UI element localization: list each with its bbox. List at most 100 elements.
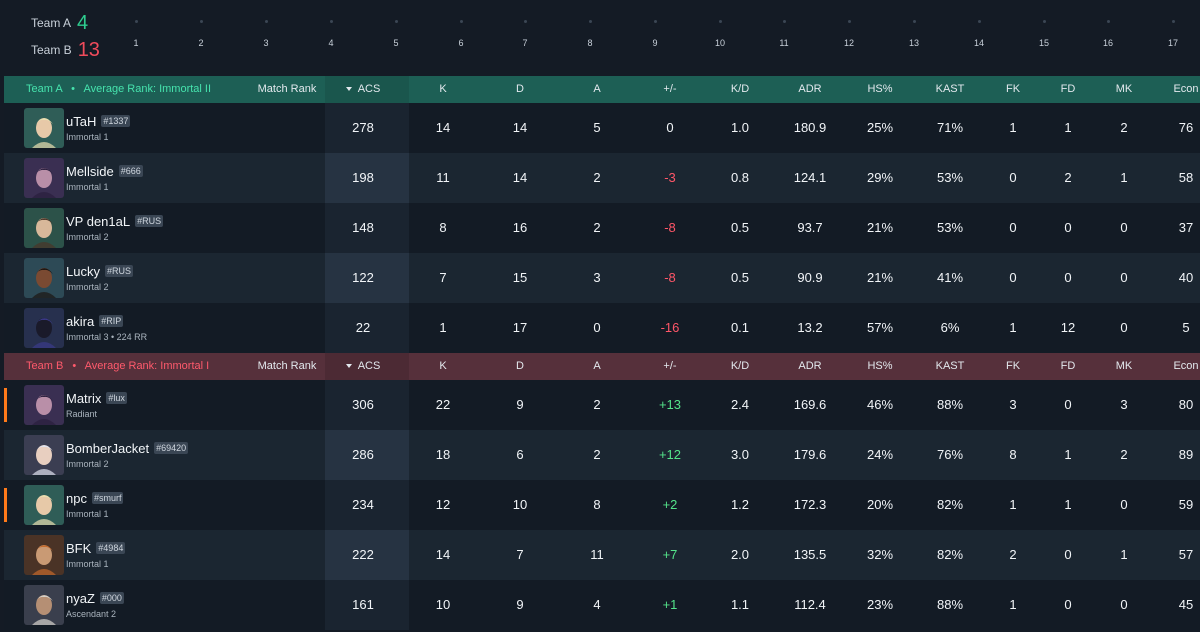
column-header-k[interactable]: K: [418, 76, 468, 103]
stat-mk: 2: [1120, 447, 1128, 462]
player-name[interactable]: Lucky: [66, 263, 100, 279]
column-header-mk[interactable]: MK: [1099, 353, 1149, 380]
column-header-fk[interactable]: FK: [988, 76, 1038, 103]
column-header-fd[interactable]: FD: [1043, 76, 1093, 103]
player-name[interactable]: Mellside: [66, 163, 114, 179]
column-header-pm[interactable]: +/-: [640, 76, 700, 103]
round-12[interactable]: 12: [829, 20, 869, 48]
column-header-adr[interactable]: ADR: [780, 353, 840, 380]
player-name[interactable]: uTaH: [66, 113, 97, 129]
stat-adr: 13.2: [797, 320, 823, 335]
column-header-econ[interactable]: Econ: [1161, 76, 1200, 103]
player-name-group[interactable]: akira #RIP: [66, 312, 124, 330]
round-13[interactable]: 13: [894, 20, 934, 48]
column-header-econ[interactable]: Econ: [1161, 353, 1200, 380]
player-row[interactable]: Lucky #RUS Immortal 2 122 7 15 3 -8 0.5 90.9 21% 41…: [4, 253, 1200, 303]
player-name-group[interactable]: BFK #4984: [66, 539, 126, 557]
column-header-hs[interactable]: HS%: [850, 353, 910, 380]
column-header-a[interactable]: A: [572, 353, 622, 380]
column-header-kast[interactable]: KAST: [920, 353, 980, 380]
stat-d: 10: [512, 497, 528, 512]
round-9[interactable]: 9: [635, 20, 675, 48]
round-6[interactable]: 6: [441, 20, 481, 48]
round-8[interactable]: 8: [570, 20, 610, 48]
player-name[interactable]: VP den1aL: [66, 213, 131, 229]
round-result-dot: [264, 20, 268, 23]
stat-hs: 24%: [866, 447, 894, 462]
round-5[interactable]: 5: [376, 20, 416, 48]
round-10[interactable]: 10: [700, 20, 740, 48]
round-15[interactable]: 15: [1024, 20, 1064, 48]
player-row[interactable]: Matrix #lux Radiant 306 22 9 2 +13 2.4 169.6 46% 88…: [4, 380, 1200, 430]
round-result-dot: [588, 20, 592, 23]
column-header-fd[interactable]: FD: [1043, 353, 1093, 380]
stat-kd: 3.0: [730, 447, 750, 462]
player-name[interactable]: BFK: [66, 540, 92, 556]
column-header-a[interactable]: A: [572, 76, 622, 103]
player-name-group[interactable]: npc #smurf: [66, 489, 124, 507]
player-row[interactable]: npc #smurf Immortal 1 234 12 10 8 +2 1.2 172.3 20%…: [4, 480, 1200, 530]
stat-fk: 1: [1009, 597, 1017, 612]
round-result-dot: [459, 20, 463, 23]
player-name[interactable]: Matrix: [66, 390, 102, 406]
team-a-average-rank: Team A • Average Rank: Immortal II: [26, 76, 211, 103]
player-name[interactable]: nyaZ: [66, 590, 95, 606]
stat-acs: 161: [352, 597, 374, 612]
column-header-acs[interactable]: ACS: [321, 353, 405, 380]
player-name-group[interactable]: nyaZ #000: [66, 589, 124, 607]
column-header-fk[interactable]: FK: [988, 353, 1038, 380]
column-header-mk[interactable]: MK: [1099, 76, 1149, 103]
round-timeline: Team A 4 Team B 13 1 2 3 4 5 6 7 8 9 10 11 12 13 14 15…: [0, 0, 1200, 76]
player-row[interactable]: uTaH #1337 Immortal 1 278 14 14 5 0 1.0 180.9 25% 7…: [4, 103, 1200, 153]
round-11[interactable]: 11: [764, 20, 804, 48]
column-header-label: HS%: [867, 360, 893, 372]
player-name-group[interactable]: BomberJacket #69420: [66, 439, 189, 457]
round-7[interactable]: 7: [505, 20, 545, 48]
player-row[interactable]: nyaZ #000 Ascendant 2 161 10 9 4 +1 1.1 112.4 23% 8…: [4, 580, 1200, 630]
stat-fd: 0: [1064, 547, 1072, 562]
column-header-k[interactable]: K: [418, 353, 468, 380]
player-name-group[interactable]: Mellside #666: [66, 162, 143, 180]
column-header-acs[interactable]: ACS: [321, 76, 405, 103]
stat-pm: -8: [664, 270, 676, 285]
round-1[interactable]: 1: [116, 20, 156, 48]
player-row[interactable]: BFK #4984 Immortal 1 222 14 7 11 +7 2.0 135.5 32% 8…: [4, 530, 1200, 580]
column-header-kd[interactable]: K/D: [710, 76, 770, 103]
team-a-label: Team A: [31, 16, 72, 30]
player-row[interactable]: Mellside #666 Immortal 1 198 11 14 2 -3 0.8 124.1…: [4, 153, 1200, 203]
stat-adr: 180.9: [793, 120, 827, 135]
column-header-label: FD: [1060, 360, 1076, 372]
player-row[interactable]: VP den1aL #RUS Immortal 2 148 8 16 2 -8 0.5 93.7 2…: [4, 203, 1200, 253]
column-header-kd[interactable]: K/D: [710, 353, 770, 380]
round-4[interactable]: 4: [311, 20, 351, 48]
player-tag: #000: [99, 592, 124, 604]
player-name-group[interactable]: Matrix #lux: [66, 389, 127, 407]
column-header-adr[interactable]: ADR: [780, 76, 840, 103]
player-row[interactable]: BomberJacket #69420 Immortal 2 286 18 6 2 +12 3.…: [4, 430, 1200, 480]
column-header-kast[interactable]: KAST: [920, 76, 980, 103]
player-rank: Immortal 1: [66, 559, 109, 569]
player-tag: #RUS: [135, 215, 164, 227]
column-header-pm[interactable]: +/-: [640, 353, 700, 380]
team-b-average-rank: Team B • Average Rank: Immortal I: [26, 353, 209, 380]
round-17[interactable]: 17: [1153, 20, 1193, 48]
column-header-hs[interactable]: HS%: [850, 76, 910, 103]
player-name-group[interactable]: Lucky #RUS: [66, 262, 133, 280]
player-row[interactable]: akira #RIP Immortal 3 • 224 RR 22 1 17 0 -16 0.1…: [4, 303, 1200, 353]
player-name[interactable]: BomberJacket: [66, 440, 150, 456]
column-header-d[interactable]: D: [495, 76, 545, 103]
round-2[interactable]: 2: [181, 20, 221, 48]
stat-econ: 59: [1178, 497, 1194, 512]
player-name[interactable]: npc: [66, 490, 87, 506]
stat-hs: 20%: [866, 497, 894, 512]
player-name-group[interactable]: VP den1aL #RUS: [66, 212, 164, 230]
player-name[interactable]: akira: [66, 313, 95, 329]
column-header-d[interactable]: D: [495, 353, 545, 380]
column-header-label: K/D: [730, 360, 750, 372]
round-3[interactable]: 3: [246, 20, 286, 48]
column-header-label: FK: [1005, 83, 1021, 95]
round-14[interactable]: 14: [959, 20, 999, 48]
round-16[interactable]: 16: [1088, 20, 1128, 48]
player-name-group[interactable]: uTaH #1337: [66, 112, 131, 130]
stat-mk: 0: [1120, 597, 1128, 612]
